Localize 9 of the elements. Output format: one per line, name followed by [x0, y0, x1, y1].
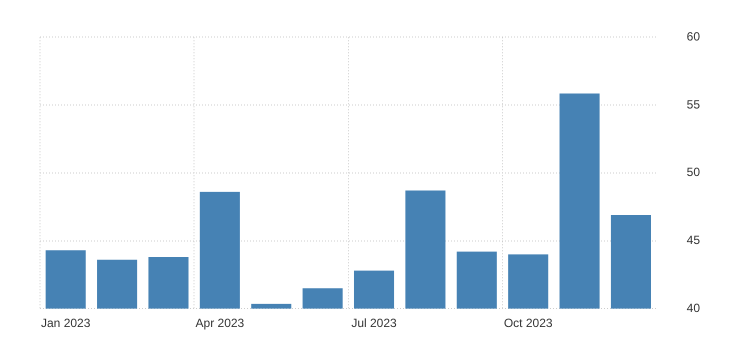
x-tick-label: Oct 2023 [504, 316, 553, 330]
y-tick-label: 45 [686, 233, 700, 248]
x-tick-label: Jan 2023 [41, 316, 91, 330]
y-tick-label: 40 [686, 300, 700, 315]
x-tick-label: Jul 2023 [351, 316, 398, 330]
y-tick-label: 60 [686, 30, 700, 44]
y-tick-label: 50 [686, 165, 700, 180]
x-tick-label: Apr 2023 [196, 316, 245, 330]
y-tick-label: 55 [686, 97, 700, 112]
